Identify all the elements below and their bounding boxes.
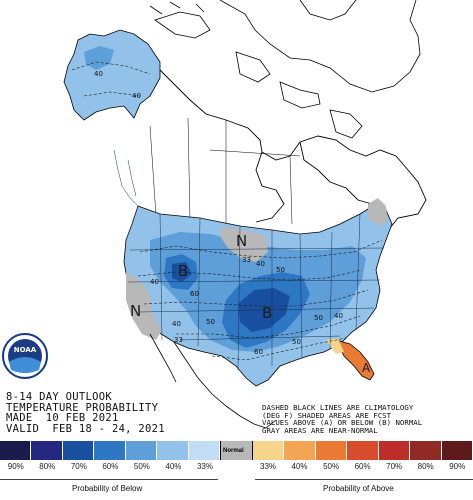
legend-swatch	[125, 441, 158, 460]
legend-swatch	[62, 441, 95, 460]
legend-percent-label: 80%	[39, 462, 56, 471]
legend-swatch	[410, 441, 442, 460]
title-line-3: MADE 10 FEB 2021	[6, 412, 119, 424]
title-line-2: TEMPERATURE PROBABILITY	[6, 401, 159, 414]
legend-swatch-normal	[220, 441, 253, 460]
legend-swatch	[31, 441, 63, 460]
legend-percent-label: 70%	[70, 462, 87, 471]
legend-percent-label: 60%	[102, 462, 119, 471]
alaska-inner-area	[84, 46, 114, 70]
climatology-contours	[71, 61, 383, 361]
below-group-line	[0, 479, 218, 480]
legend-percent-label: 70%	[386, 462, 403, 471]
mexico-outline	[149, 333, 277, 429]
noaa-logo-text: NOAA	[14, 346, 37, 354]
contour-label: 40	[150, 278, 159, 286]
province-borders	[149, 117, 301, 225]
legend-percent-label: 50%	[323, 462, 340, 471]
below-letter-plains: B	[178, 262, 188, 280]
legend-percent-label: 90%	[449, 462, 466, 471]
outlook-map: 40 40 33 40 50 40 60 50 40 33 40 50 60 5…	[2, 0, 427, 429]
legend-swatch	[252, 441, 285, 460]
legend-percent-label: 40%	[291, 462, 308, 471]
legend-percent-label: 90%	[7, 462, 24, 471]
title-line-4: VALID FEB 18 - 24, 2021	[6, 422, 165, 435]
normal-letter-west: N	[130, 302, 141, 320]
west-near-normal-area	[126, 272, 162, 340]
contour-label: 50	[276, 266, 285, 274]
normal-letter-north: N	[236, 232, 247, 250]
legend-swatch	[157, 441, 189, 460]
contour-label: 40	[334, 312, 343, 320]
contour-label: 60	[254, 348, 263, 356]
notes-line-3: VALUES ABOVE (A) OR BELOW (B) NORMAL	[262, 418, 423, 428]
florida-above-area	[335, 339, 375, 381]
notes-line-2: (DEG F) SHADED AREAS ARE FCST	[262, 410, 392, 420]
canada-outline	[159, 69, 427, 229]
contour-label: 60	[190, 290, 199, 298]
state-borders	[113, 149, 385, 371]
legend-color-bar	[0, 441, 473, 460]
notes-line-4: GRAY AREAS ARE NEAR-NORMAL	[262, 425, 378, 435]
below-group-label: Probability of Below	[72, 484, 143, 493]
noaa-logo: NOAA	[2, 333, 48, 379]
florida-above-40-area	[326, 338, 344, 354]
contour-label: 50	[206, 318, 215, 326]
contour-label: 50	[292, 338, 301, 346]
category-letters: B B N N A	[130, 232, 371, 375]
arctic-coastlines	[149, 0, 421, 139]
contour-label: 50	[314, 314, 323, 322]
contour-labels: 40 40 33 40 50 40 60 50 40 33 40 50 60 5…	[94, 70, 343, 356]
legend-swatch	[347, 441, 379, 460]
above-group-label: Probability of Above	[323, 484, 394, 493]
above-letter-florida: A	[362, 361, 371, 375]
above-group-line	[255, 479, 473, 480]
legend-swatch	[378, 441, 411, 460]
legend-swatch	[284, 441, 316, 460]
notes-line-1: DASHED BLACK LINES ARE CLIMATOLOGY	[262, 403, 414, 412]
northeast-near-normal-area	[368, 198, 388, 226]
legend-percent-label: 40%	[165, 462, 182, 471]
contour-label: 40	[94, 70, 103, 78]
legend-swatch	[441, 441, 473, 460]
normal-caption: Normal	[223, 448, 244, 454]
legend-swatch	[315, 441, 348, 460]
legend-percent-label: 60%	[354, 462, 371, 471]
legend-percent-label: 33%	[196, 462, 213, 471]
legend-swatch	[94, 441, 126, 460]
contour-label: 40	[256, 260, 265, 268]
north-near-normal-area	[220, 226, 268, 262]
legend-notes: DASHED BLACK LINES ARE CLIMATOLOGY (DEG …	[262, 404, 422, 434]
contour-label: 40	[172, 320, 181, 328]
legend-percent-label: 33%	[260, 462, 277, 471]
noaa-logo-wave	[9, 357, 41, 373]
legend-swatch	[0, 441, 32, 460]
plains-below-70-area	[172, 262, 192, 282]
legend-swatch	[188, 441, 221, 460]
legend-percent-label: 50%	[133, 462, 150, 471]
outlook-title-block: 8-14 DAY OUTLOOK TEMPERATURE PROBABILITY…	[6, 392, 165, 434]
title-line-1: 8-14 DAY OUTLOOK	[6, 391, 112, 403]
legend-percent-label: 80%	[417, 462, 434, 471]
legend-percent-spacer	[221, 462, 253, 474]
legend-percent-labels: 90% 80% 70% 60% 50% 40% 33% 33% 40% 50% 60% 70% 80% 9…	[0, 462, 473, 474]
contour-label: 33	[242, 256, 251, 264]
below-letter-main: B	[262, 304, 272, 322]
contour-label: 40	[132, 92, 141, 100]
contour-label: 33	[174, 336, 183, 344]
